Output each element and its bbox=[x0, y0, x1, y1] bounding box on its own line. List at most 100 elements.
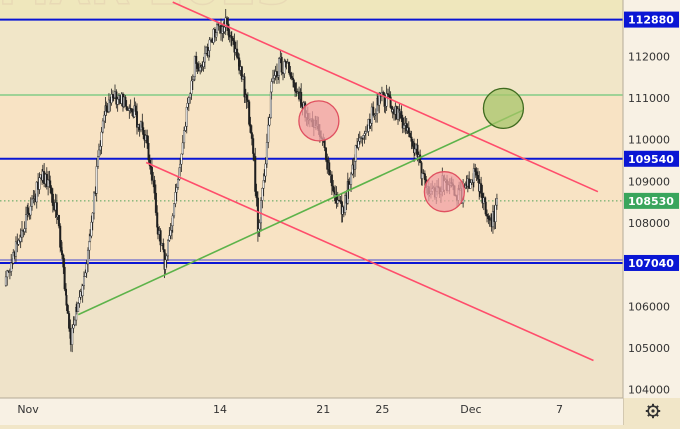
candle-body bbox=[154, 192, 157, 213]
candle-body bbox=[300, 92, 303, 105]
candle-body bbox=[328, 162, 331, 176]
candle-body bbox=[385, 93, 388, 107]
candle-body bbox=[99, 146, 102, 151]
candle-body bbox=[57, 214, 60, 227]
candle-body bbox=[10, 262, 13, 272]
price-badge bbox=[624, 150, 679, 167]
candle-body bbox=[95, 166, 98, 194]
candle-body bbox=[189, 93, 192, 98]
current-price-badge bbox=[624, 192, 679, 209]
candle-body bbox=[73, 319, 76, 325]
candle-body bbox=[179, 163, 182, 169]
candle-body bbox=[20, 229, 23, 238]
candle-body bbox=[190, 80, 193, 94]
candle-body bbox=[344, 195, 347, 213]
candle-body bbox=[374, 113, 377, 115]
time-tick-label: Nov bbox=[17, 403, 39, 416]
candle-body bbox=[72, 324, 75, 329]
candle-body bbox=[486, 213, 489, 217]
candle-body bbox=[267, 124, 270, 143]
candle-body bbox=[14, 241, 17, 257]
candle-body bbox=[159, 230, 162, 246]
highlight-circle bbox=[298, 100, 340, 142]
candle-body bbox=[38, 177, 41, 190]
candle-body bbox=[275, 71, 278, 78]
candle-body bbox=[294, 82, 297, 92]
candle-body bbox=[421, 172, 424, 179]
price-tick-label: 104000 bbox=[628, 384, 670, 397]
candle-body bbox=[236, 48, 239, 58]
candle-body bbox=[487, 215, 490, 220]
candle-body bbox=[324, 147, 327, 161]
candle-body bbox=[484, 201, 487, 215]
candle-body bbox=[495, 198, 498, 206]
candle-body bbox=[403, 125, 406, 129]
candle-body bbox=[278, 58, 281, 76]
price-badge bbox=[624, 254, 679, 271]
candle-body bbox=[228, 34, 231, 38]
candle-body bbox=[153, 179, 156, 194]
candle-body bbox=[169, 230, 172, 236]
candle-body bbox=[217, 24, 220, 26]
price-tick-label: 106000 bbox=[628, 300, 670, 313]
candle-body bbox=[373, 114, 376, 116]
price-tick-label: 108000 bbox=[628, 217, 670, 230]
candle-body bbox=[97, 149, 100, 157]
candle-body bbox=[332, 185, 335, 192]
candle-body bbox=[480, 183, 483, 194]
candle-body bbox=[354, 145, 357, 162]
highlight-circle bbox=[482, 87, 525, 130]
candle-body bbox=[110, 94, 113, 104]
candle-body bbox=[180, 153, 183, 165]
candle-body bbox=[263, 175, 266, 181]
candle-body bbox=[12, 252, 15, 264]
price-tick-label: 110000 bbox=[628, 134, 670, 147]
candle-body bbox=[55, 202, 58, 218]
zone-band bbox=[0, 0, 623, 20]
candle-body bbox=[59, 225, 62, 248]
candle-body bbox=[271, 77, 274, 82]
gear-icon bbox=[645, 403, 661, 419]
candle-body bbox=[91, 212, 94, 223]
candle-body bbox=[174, 192, 177, 204]
candle-body bbox=[389, 96, 392, 108]
candle-body bbox=[388, 94, 391, 98]
time-tick-label: 14 bbox=[213, 403, 227, 416]
time-tick-label: 25 bbox=[375, 403, 389, 416]
candle-body bbox=[101, 120, 104, 133]
candle-body bbox=[35, 181, 38, 203]
candle-body bbox=[165, 255, 168, 261]
candle-body bbox=[358, 137, 361, 142]
candle-body bbox=[413, 148, 416, 154]
candle-body bbox=[423, 173, 426, 180]
settings-button[interactable] bbox=[645, 403, 661, 419]
trendline bbox=[172, 1, 599, 193]
candle-body bbox=[47, 179, 50, 188]
price-tick-label: 111000 bbox=[628, 92, 670, 105]
trendline bbox=[145, 161, 594, 362]
candle-body bbox=[4, 276, 7, 286]
candle-body bbox=[85, 263, 88, 274]
candle-body bbox=[238, 57, 241, 71]
candle-body bbox=[185, 107, 188, 127]
candle-body bbox=[223, 26, 226, 33]
watermark: MAR 2023 bbox=[0, 0, 293, 17]
candle-body bbox=[171, 215, 174, 227]
candle-body bbox=[164, 259, 167, 270]
candle-body bbox=[264, 163, 267, 177]
candle-body bbox=[134, 105, 137, 112]
candle-body bbox=[240, 66, 243, 80]
candle-body bbox=[248, 101, 251, 125]
candle-body bbox=[273, 75, 276, 79]
candle-body bbox=[195, 55, 198, 64]
candle-body bbox=[290, 76, 293, 79]
candle-body bbox=[149, 165, 152, 168]
candle-body bbox=[246, 99, 249, 102]
candle-body bbox=[292, 77, 295, 80]
candle-body bbox=[27, 207, 30, 214]
candle-body bbox=[227, 23, 230, 36]
candle-body bbox=[202, 61, 205, 67]
candle-body bbox=[177, 179, 180, 188]
candle-body bbox=[71, 327, 74, 345]
